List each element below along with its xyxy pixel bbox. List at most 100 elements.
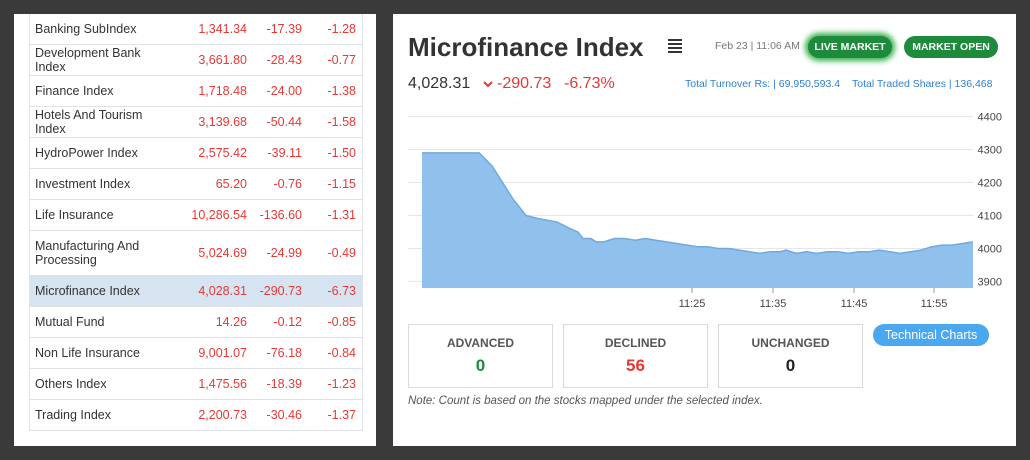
series-line bbox=[422, 152, 974, 255]
y-tick-label: 4100 bbox=[978, 210, 1002, 222]
index-row[interactable]: Trading Index 2,200.73 -30.46 -1.37 bbox=[30, 400, 362, 431]
index-name: Investment Index bbox=[35, 177, 131, 191]
index-change: -30.46 bbox=[266, 408, 302, 422]
index-detail-panel: Microfinance Index Feb 23 | 11:06 AM LIV… bbox=[393, 14, 1016, 446]
index-change: -17.39 bbox=[266, 22, 302, 36]
index-row[interactable]: Development Bank Index 3,661.80 -28.43 -0.7… bbox=[30, 45, 362, 76]
menu-icon[interactable] bbox=[668, 39, 682, 53]
chevron-down-icon bbox=[483, 81, 493, 88]
y-tick-label: 4400 bbox=[978, 112, 1002, 124]
index-row[interactable]: Life Insurance 10,286.54 -136.60 -1.31 bbox=[30, 200, 362, 231]
index-name: HydroPower Index bbox=[35, 146, 138, 160]
index-row[interactable]: Non Life Insurance 9,001.07 -76.18 -0.84 bbox=[30, 338, 362, 369]
index-change: -136.60 bbox=[259, 208, 302, 222]
index-percent: -0.85 bbox=[327, 315, 357, 329]
unchanged-value: 0 bbox=[785, 356, 796, 375]
index-name: Banking SubIndex bbox=[35, 22, 137, 36]
count-note: Note: Count is based on the stocks mappe… bbox=[408, 395, 763, 407]
index-percent: -6.73 bbox=[327, 284, 357, 298]
index-row[interactable]: Investment Index 65.20 -0.76 -1.15 bbox=[30, 169, 362, 200]
index-price: 4,028.31 bbox=[408, 75, 471, 92]
index-value: 3,139.68 bbox=[198, 115, 247, 129]
y-tick-label: 4300 bbox=[978, 145, 1002, 157]
index-row[interactable]: Hotels And Tourism Index 3,139.68 -50.44 -1… bbox=[30, 107, 362, 138]
index-percent: -1.31 bbox=[327, 208, 357, 222]
declined-label: DECLINED bbox=[604, 336, 667, 350]
index-name: Others Index bbox=[35, 377, 107, 391]
index-value: 9,001.07 bbox=[198, 346, 247, 360]
index-name: Manufacturing And Processing bbox=[35, 239, 140, 267]
index-chart: 4400 4300 4200 4100 4000 3900 11:25 11:35 11:45 1… bbox=[408, 112, 1002, 310]
index-row[interactable]: Banking SubIndex 1,341.34 -17.39 -1.28 bbox=[30, 14, 362, 45]
index-name: Non Life Insurance bbox=[35, 346, 140, 360]
index-table: Banking SubIndex 1,341.34 -17.39 -1.28 Devel… bbox=[29, 14, 363, 431]
index-change: -290.73 bbox=[497, 75, 552, 92]
index-change: -24.99 bbox=[266, 246, 302, 260]
y-tick-label: 3900 bbox=[978, 276, 1002, 288]
index-value: 14.26 bbox=[215, 315, 247, 329]
index-change: -24.00 bbox=[266, 84, 302, 98]
index-change: -39.11 bbox=[267, 146, 302, 160]
timestamp: Feb 23 | 11:06 AM bbox=[715, 40, 800, 52]
index-name: Finance Index bbox=[35, 84, 114, 98]
index-percent: -0.49 bbox=[327, 246, 357, 260]
index-row[interactable]: Manufacturing And Processing 5,024.69 -24.… bbox=[30, 231, 362, 276]
index-name: Microfinance Index bbox=[35, 284, 140, 298]
index-value: 65.20 bbox=[215, 177, 247, 191]
index-name: Development Bank Index bbox=[35, 46, 141, 74]
unchanged-box: UNCHANGED 0 bbox=[718, 324, 863, 388]
index-percent: -1.28 bbox=[327, 22, 357, 36]
y-tick-label: 4000 bbox=[978, 243, 1002, 255]
unchanged-label: UNCHANGED bbox=[751, 336, 830, 350]
index-row[interactable]: Others Index 1,475.56 -18.39 -1.23 bbox=[30, 369, 362, 400]
index-name: Hotels And Tourism Index bbox=[35, 108, 143, 136]
index-change: -50.44 bbox=[266, 115, 302, 129]
index-row[interactable]: Mutual Fund 14.26 -0.12 -0.85 bbox=[30, 307, 362, 338]
index-value: 4,028.31 bbox=[198, 284, 247, 298]
advanced-box: ADVANCED 0 bbox=[408, 324, 553, 388]
x-tick-label: 11:55 bbox=[921, 298, 948, 310]
index-percent: -1.23 bbox=[327, 377, 357, 391]
advanced-label: ADVANCED bbox=[446, 336, 515, 350]
index-value: 1,341.34 bbox=[198, 22, 247, 36]
index-name: Life Insurance bbox=[35, 208, 114, 222]
index-value: 2,575.42 bbox=[198, 146, 247, 160]
index-value: 2,200.73 bbox=[198, 408, 247, 422]
index-change: -0.76 bbox=[273, 177, 303, 191]
index-name: Trading Index bbox=[35, 408, 111, 422]
total-traded-shares: Total Traded Shares | 136,468 bbox=[852, 78, 993, 90]
index-row[interactable]: Finance Index 1,718.48 -24.00 -1.38 bbox=[30, 76, 362, 107]
index-change: -28.43 bbox=[266, 53, 302, 67]
index-percent: -0.77 bbox=[327, 53, 357, 67]
live-market-button[interactable]: LIVE MARKET bbox=[808, 36, 892, 58]
index-value: 1,718.48 bbox=[198, 84, 247, 98]
y-tick-label: 4200 bbox=[978, 178, 1002, 190]
index-percent: -6.73% bbox=[564, 75, 615, 92]
index-percent: -1.15 bbox=[327, 177, 357, 191]
declined-value: 56 bbox=[626, 356, 645, 375]
index-change: -18.39 bbox=[266, 377, 302, 391]
index-row[interactable]: HydroPower Index 2,575.42 -39.11 -1.50 bbox=[30, 138, 362, 169]
index-name: Mutual Fund bbox=[35, 315, 105, 329]
index-value: 10,286.54 bbox=[191, 208, 247, 222]
technical-charts-button[interactable]: Technical Charts bbox=[873, 324, 989, 346]
index-title: Microfinance Index bbox=[408, 32, 644, 62]
index-value: 3,661.80 bbox=[198, 53, 247, 67]
declined-box: DECLINED 56 bbox=[563, 324, 708, 388]
x-tick-label: 11:25 bbox=[679, 298, 706, 310]
market-open-badge: MARKET OPEN bbox=[904, 36, 998, 58]
total-turnover: Total Turnover Rs: | 69,950,593.4 bbox=[685, 78, 841, 90]
index-percent: -1.37 bbox=[327, 408, 357, 422]
x-tick-label: 11:45 bbox=[841, 298, 868, 310]
index-value: 5,024.69 bbox=[198, 246, 247, 260]
index-percent: -0.84 bbox=[327, 346, 357, 360]
index-list-panel: Banking SubIndex 1,341.34 -17.39 -1.28 Devel… bbox=[14, 14, 376, 446]
x-tick-label: 11:35 bbox=[760, 298, 787, 310]
index-percent: -1.38 bbox=[327, 84, 357, 98]
area-series bbox=[422, 152, 973, 288]
index-percent: -1.58 bbox=[327, 115, 357, 129]
index-percent: -1.50 bbox=[327, 146, 357, 160]
index-change: -290.73 bbox=[259, 284, 302, 298]
index-change: -76.18 bbox=[266, 346, 302, 360]
index-row[interactable]: Microfinance Index 4,028.31 -290.73 -6.73 bbox=[30, 276, 362, 307]
